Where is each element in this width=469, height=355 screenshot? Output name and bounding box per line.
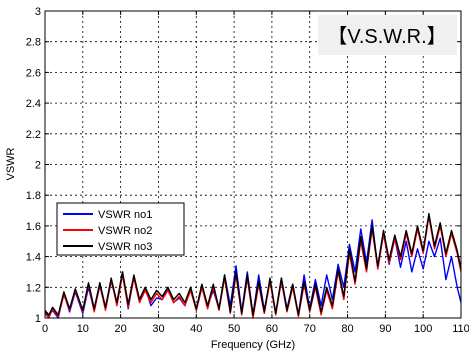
y-tick-label: 1 <box>35 313 41 325</box>
x-tick-label: 70 <box>304 323 316 335</box>
y-tick-label: 2.6 <box>26 67 41 79</box>
y-tick-label: 2.2 <box>26 129 41 141</box>
x-tick-label: 30 <box>152 323 164 335</box>
axis-ticks: 0 10 20 30 40 50 60 70 80 90 100 110 1 1.2 1.4 1.6 1.8 2 2… <box>26 6 469 335</box>
y-axis-label: VSWR <box>5 147 17 180</box>
series-line-3 <box>44 212 462 316</box>
y-tick-label: 2.4 <box>26 98 41 110</box>
legend-label-1: VSWR no1 <box>98 209 152 221</box>
y-tick-label: 1.8 <box>26 190 41 202</box>
y-tick-label: 1.6 <box>26 221 41 233</box>
y-tick-label: 2.8 <box>26 37 41 49</box>
x-tick-label: 110 <box>452 323 469 335</box>
x-tick-label: 20 <box>115 323 127 335</box>
y-tick-label: 1.2 <box>26 282 41 294</box>
y-tick-label: 3 <box>35 6 41 18</box>
y-tick-label: 1.4 <box>26 252 41 264</box>
legend: VSWR no1 VSWR no2 VSWR no3 <box>56 202 185 256</box>
annotation-text: 【V.S.W.R.】 <box>327 26 446 48</box>
vswr-annotation: 【V.S.W.R.】 <box>318 15 457 55</box>
legend-label-3: VSWR no3 <box>98 241 152 253</box>
y-tick-label: 2 <box>35 160 41 172</box>
x-tick-label: 90 <box>379 323 391 335</box>
x-axis-label: Frequency (GHz) <box>211 339 295 351</box>
x-tick-label: 0 <box>42 323 48 335</box>
x-tick-label: 100 <box>414 323 432 335</box>
annotation-background <box>318 15 457 55</box>
legend-label-2: VSWR no2 <box>98 225 152 237</box>
x-tick-label: 40 <box>190 323 202 335</box>
x-tick-label: 50 <box>228 323 240 335</box>
plot-area <box>45 11 461 318</box>
x-tick-label: 60 <box>266 323 278 335</box>
x-tick-label: 10 <box>77 323 89 335</box>
x-tick-label: 80 <box>341 323 353 335</box>
